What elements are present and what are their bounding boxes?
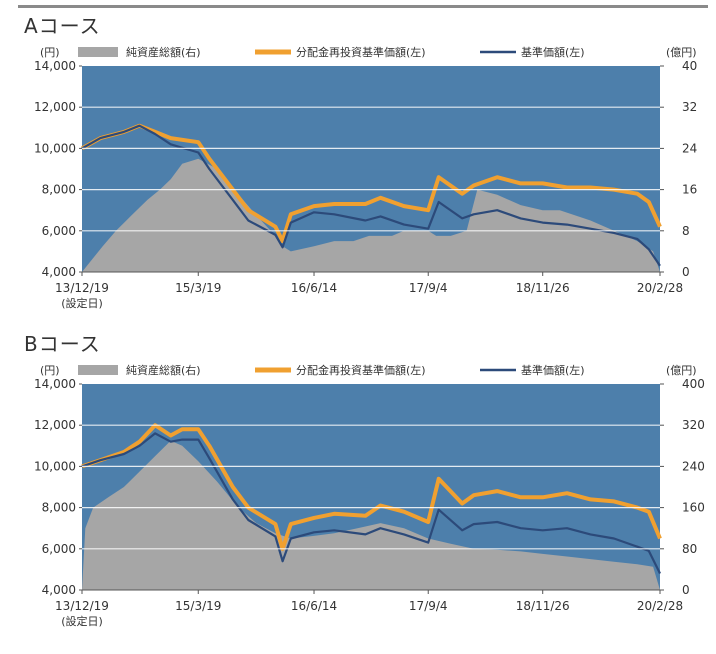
x-tick-label: 20/2/28 <box>637 599 683 613</box>
course-a-panel: Aコース 4,000 6,000 8,000 10,000 12,000 14,000 0 8… <box>0 8 716 316</box>
y-left-tick-label: 8,000 <box>42 183 76 197</box>
y-right-tick-label: 40 <box>682 59 697 73</box>
series-line-reinvested-nav <box>81 123 662 244</box>
y-right-tick-label: 320 <box>682 418 705 432</box>
legend-swatch-net-assets <box>78 365 118 375</box>
right-unit-label: (億円) <box>666 364 697 377</box>
x-tick-label: 13/12/19 <box>55 599 109 613</box>
y-right-tick-label: 24 <box>682 141 697 155</box>
course-b-title: Bコース <box>24 332 101 356</box>
series-line-nav <box>81 124 661 267</box>
legend-label: 基準価額(左) <box>521 363 585 377</box>
x-sub-label: (設定日) <box>61 296 103 310</box>
x-tick-label: 18/11/26 <box>516 599 570 613</box>
left-unit-label: (円) <box>40 46 60 59</box>
series-line-reinvested-nav <box>81 423 662 551</box>
top-rule <box>18 5 708 8</box>
y-left-tick-label: 10,000 <box>34 459 76 473</box>
series-line-nav <box>81 432 661 574</box>
y-right-tick-label: 240 <box>682 459 705 473</box>
y-right-tick-label: 0 <box>682 265 690 279</box>
x-tick-label: 16/6/14 <box>291 281 337 295</box>
course-a-title: Aコース <box>24 14 101 38</box>
y-left-tick-label: 4,000 <box>42 583 76 597</box>
y-right-tick-label: 80 <box>682 542 697 556</box>
y-right-tick-label: 32 <box>682 100 697 114</box>
y-left-tick-label: 14,000 <box>34 377 76 391</box>
x-sub-label: (設定日) <box>61 614 103 628</box>
legend-label: 純資産総額(右) <box>126 363 201 377</box>
y-left-tick-label: 10,000 <box>34 141 76 155</box>
y-left-tick-label: 12,000 <box>34 418 76 432</box>
y-left-tick-label: 8,000 <box>42 501 76 515</box>
series-area-net-assets <box>82 158 660 272</box>
legend-label: 基準価額(左) <box>521 45 585 59</box>
left-unit-label: (円) <box>40 364 60 377</box>
course-b-panel: Bコース 4,000 6,000 8,000 10,000 12,000 14,000 0 8… <box>0 326 716 633</box>
legend-label: 純資産総額(右) <box>126 45 201 59</box>
y-right-tick-label: 16 <box>682 183 697 197</box>
x-tick-label: 20/2/28 <box>637 281 683 295</box>
y-left-tick-label: 14,000 <box>34 59 76 73</box>
right-unit-label: (億円) <box>666 46 697 59</box>
y-left-tick-label: 6,000 <box>42 542 76 556</box>
y-right-tick-label: 400 <box>682 377 705 391</box>
x-tick-label: 17/9/4 <box>409 599 448 613</box>
y-left-tick-label: 4,000 <box>42 265 76 279</box>
y-right-tick-label: 8 <box>682 224 690 238</box>
legend-label: 分配金再投資基準価額(左) <box>296 363 426 377</box>
x-tick-label: 15/3/19 <box>175 599 221 613</box>
x-tick-label: 15/3/19 <box>175 281 221 295</box>
legend-swatch-net-assets <box>78 47 118 57</box>
x-tick-label: 13/12/19 <box>55 281 109 295</box>
x-tick-label: 17/9/4 <box>409 281 448 295</box>
legend-label: 分配金再投資基準価額(左) <box>296 45 426 59</box>
x-tick-label: 18/11/26 <box>516 281 570 295</box>
y-right-tick-label: 0 <box>682 583 690 597</box>
course-b-chart: 4,000 6,000 8,000 10,000 12,000 14,000 0 80 160 2… <box>34 363 705 628</box>
course-a-chart: 4,000 6,000 8,000 10,000 12,000 14,000 0 8 16 24 3… <box>34 45 697 310</box>
x-tick-label: 16/6/14 <box>291 599 337 613</box>
y-right-tick-label: 160 <box>682 501 705 515</box>
y-left-tick-label: 12,000 <box>34 100 76 114</box>
y-left-tick-label: 6,000 <box>42 224 76 238</box>
series-area-net-assets <box>82 440 660 590</box>
